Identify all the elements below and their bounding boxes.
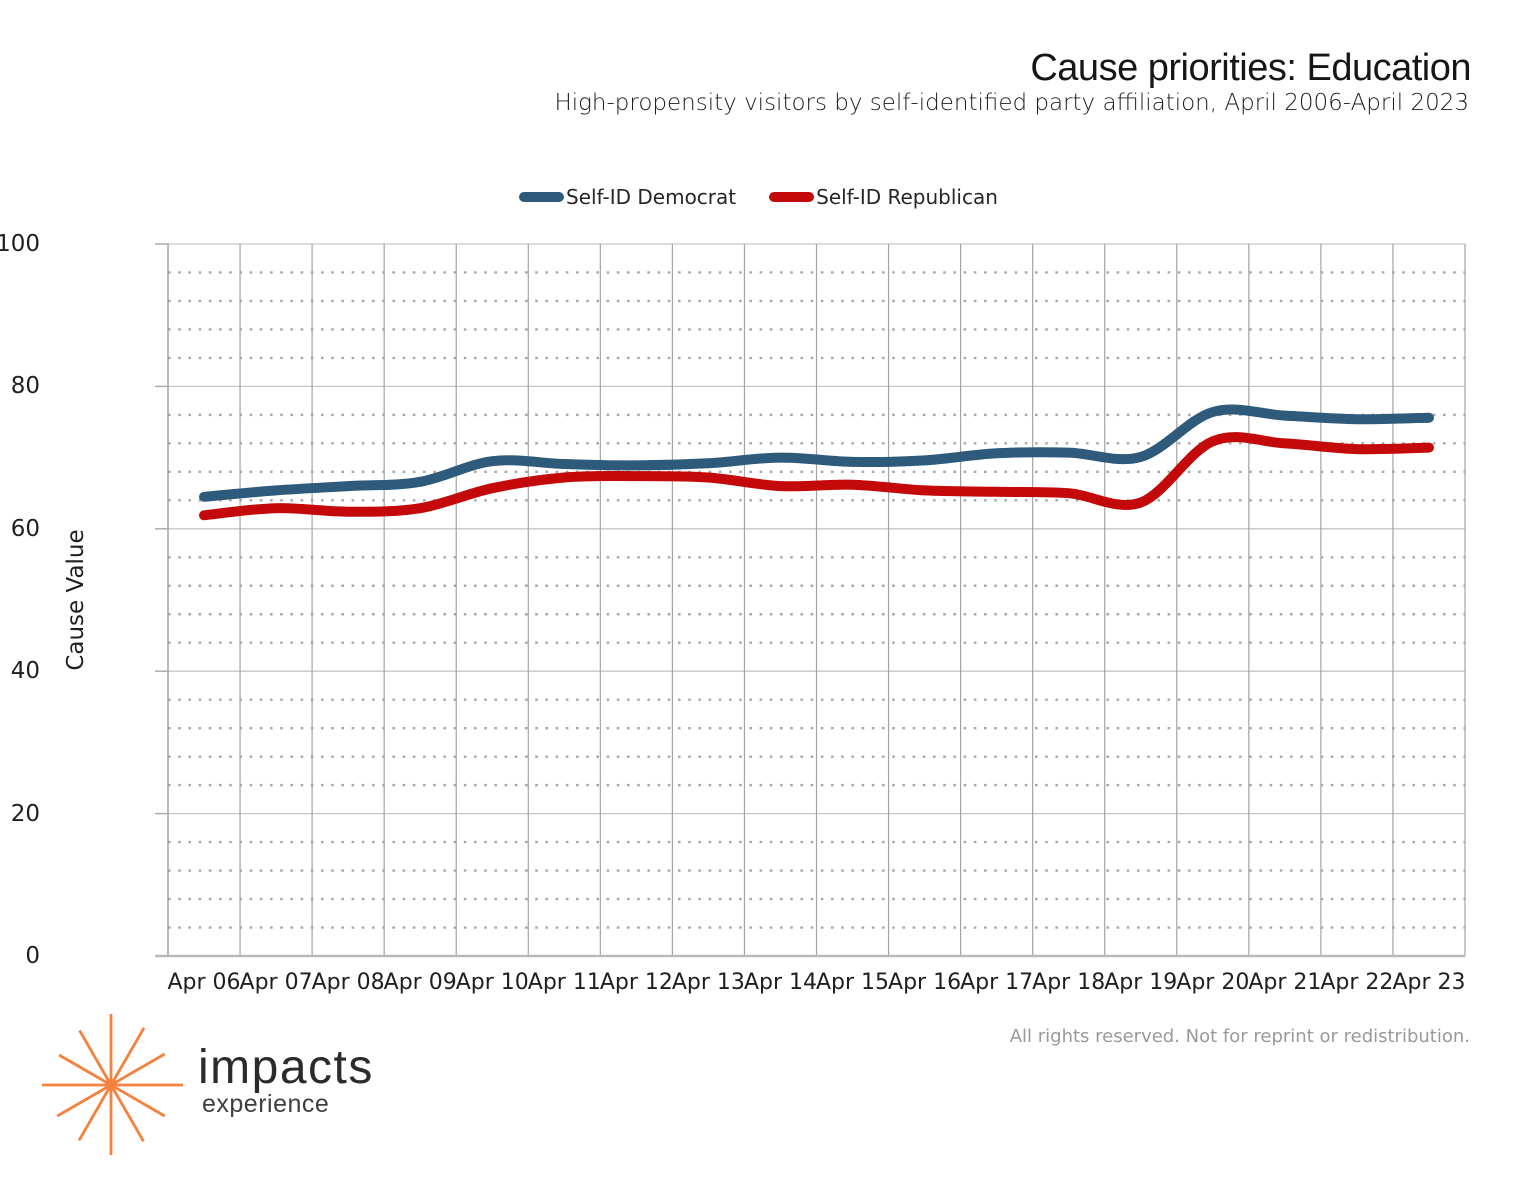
y-axis-title: Cause Value <box>63 529 89 671</box>
x-tick-label: Apr 07 <box>239 970 313 995</box>
x-tick-label: Apr 16 <box>888 970 962 995</box>
starburst-ray <box>109 1084 145 1142</box>
y-tick-label: 0 <box>25 943 40 969</box>
plot-area <box>155 243 1466 958</box>
x-tick-label: Apr 20 <box>1176 970 1250 995</box>
y-tick-label: 40 <box>10 658 40 685</box>
x-tick-label: Apr 08 <box>311 970 385 995</box>
y-tick-label: 100 <box>0 231 40 257</box>
logo-tagline: experience <box>202 1090 330 1118</box>
y-tick-label: 80 <box>10 373 40 400</box>
x-tick-label: Apr 09 <box>383 970 457 995</box>
x-tick-label: Apr 21 <box>1248 970 1322 995</box>
legend-item-republican: Self-ID Republican <box>769 185 998 209</box>
starburst-ray <box>58 1053 112 1087</box>
republican-line-swatch <box>769 191 815 203</box>
x-tick-label: Apr 17 <box>960 970 1034 995</box>
chart-subtitle: High-propensity visitors by self-identif… <box>554 90 1469 116</box>
x-tick-label: Apr 15 <box>815 970 890 995</box>
rights-notice: All rights reserved. Not for reprint or … <box>1009 1026 1470 1047</box>
starburst-ray <box>77 1084 113 1142</box>
starburst-ray <box>56 1083 112 1118</box>
starburst-ray <box>78 1029 113 1086</box>
legend-label-republican: Self-ID Republican <box>816 185 998 209</box>
y-tick-label: 20 <box>10 800 40 827</box>
starburst-ray <box>109 1027 146 1086</box>
x-tick-label: Apr 19 <box>1104 970 1178 995</box>
starburst-ray <box>110 1052 166 1087</box>
x-tick-label: Apr 06 <box>167 970 241 995</box>
democrat-line-swatch <box>519 191 564 203</box>
legend: Self-ID Democrat Self-ID Republican <box>519 185 998 209</box>
starburst-ray <box>110 1083 166 1118</box>
x-tick-label: Apr 22 <box>1320 970 1394 995</box>
x-tick-label: Apr 23 <box>1392 970 1466 995</box>
y-tick-label: 60 <box>10 515 40 542</box>
republican-line <box>199 432 1434 521</box>
chart-canvas <box>155 243 1466 958</box>
impacts-logo-starburst-icon <box>42 1014 183 1155</box>
democrat-line <box>199 404 1434 502</box>
starburst-center-dot <box>105 1079 117 1091</box>
x-tick-label: Apr 14 <box>743 970 817 995</box>
legend-item-democrat: Self-ID Democrat <box>519 185 736 209</box>
logo-wordmark: impacts <box>198 1041 374 1094</box>
x-tick-label: Apr 18 <box>1032 970 1106 995</box>
chart-title: Cause priorities: Education <box>1030 47 1471 89</box>
x-tick-label: Apr 10 <box>455 970 529 995</box>
x-tick-label: Apr 11 <box>527 970 601 995</box>
x-tick-label: Apr 12 <box>599 970 673 995</box>
x-tick-label: Apr 13 <box>671 970 745 995</box>
legend-label-democrat: Self-ID Democrat <box>566 185 737 209</box>
